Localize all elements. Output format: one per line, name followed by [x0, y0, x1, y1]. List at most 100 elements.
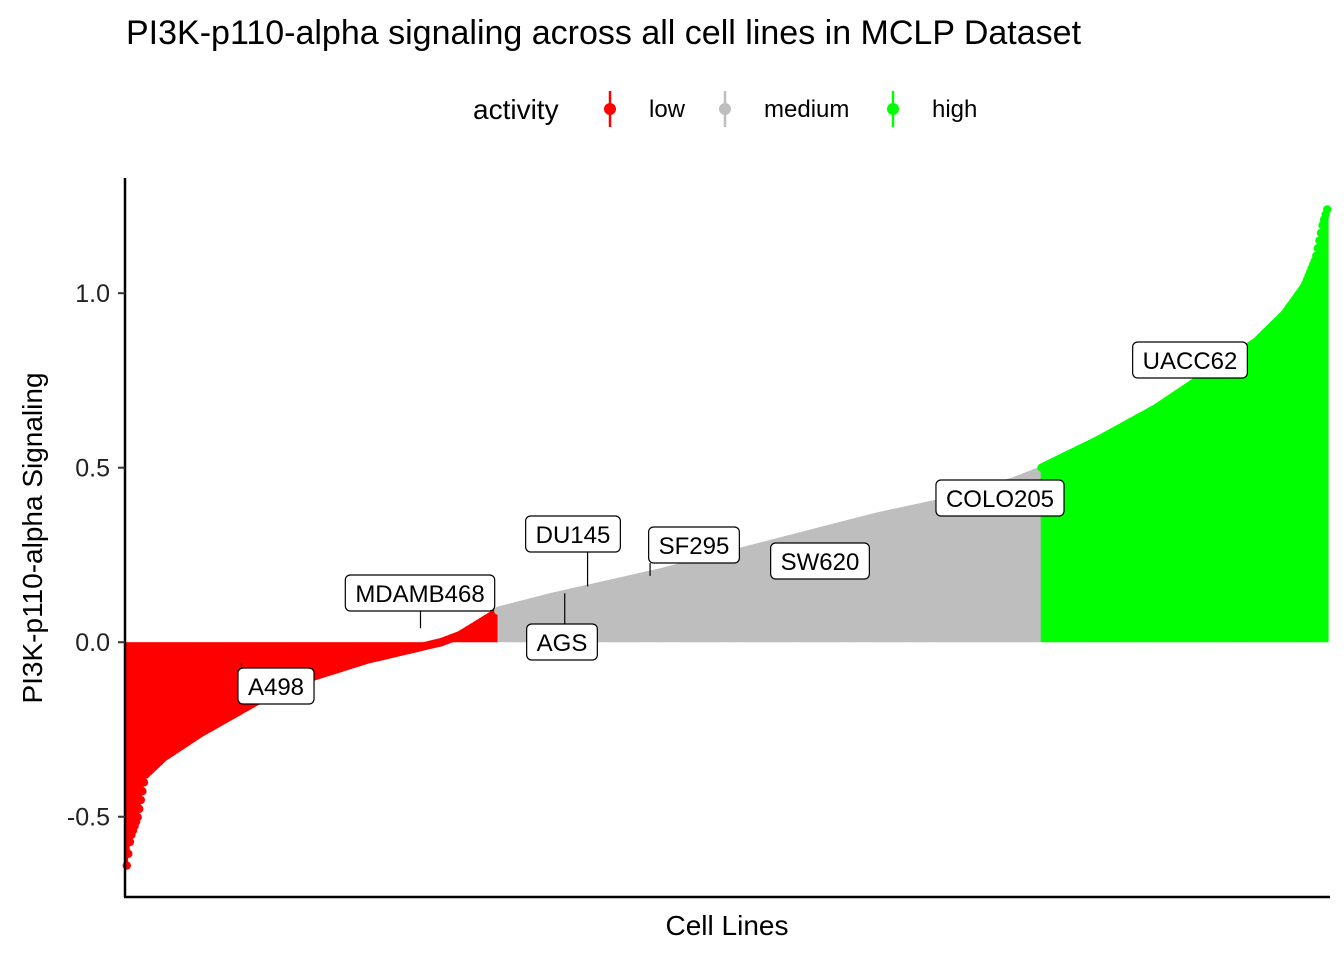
bar-medium [939, 503, 942, 643]
bar-medium [1001, 485, 1004, 643]
bar-high [1065, 455, 1068, 643]
bar-low [280, 642, 283, 691]
bar-high [1301, 289, 1304, 643]
bar-medium [628, 579, 631, 643]
bar-low [211, 642, 215, 727]
bar-medium [663, 571, 666, 643]
bar-high [1059, 458, 1062, 643]
bar-low [216, 642, 219, 724]
bar-high [1260, 336, 1264, 643]
bar-medium [1006, 483, 1009, 643]
bar-medium [873, 517, 876, 643]
bar-medium [581, 590, 584, 643]
bar-medium [588, 588, 591, 643]
bar-medium [650, 574, 653, 643]
bar-medium [672, 569, 675, 643]
bar-medium [645, 575, 648, 643]
bar-medium [1031, 474, 1034, 643]
bar-low [324, 642, 327, 673]
callout-mdamb468: MDAMB468 [344, 574, 496, 629]
bar-medium [917, 507, 920, 643]
bar-medium [589, 588, 592, 643]
bar-low [353, 642, 357, 664]
bar-high [1267, 330, 1270, 643]
bar-high [1087, 444, 1090, 643]
callouts: A498 MDAMB468 AGS DU145 SF295 SW620 COLO205 UAC… [237, 341, 1248, 705]
bar-medium [786, 539, 789, 643]
bar-medium [1032, 473, 1036, 643]
bar-high [1047, 464, 1050, 643]
bar-medium [608, 584, 611, 643]
bar-low [327, 642, 330, 672]
bar-high [1106, 435, 1109, 643]
bar-medium [784, 540, 787, 643]
bar-medium [912, 508, 915, 643]
bar-high [1201, 377, 1204, 643]
bar-medium [961, 498, 964, 643]
bar-low [483, 620, 486, 643]
callout-box [344, 574, 496, 612]
bar-low [332, 642, 335, 671]
plot-area: A498 MDAMB468 AGS DU145 SF295 SW620 COLO205 UAC… [67, 178, 1332, 899]
bar-low [158, 642, 161, 762]
bar-medium [872, 517, 875, 643]
bar-medium [869, 518, 872, 643]
bar-medium [825, 529, 828, 643]
bar-low [166, 642, 169, 756]
bar-high [1323, 219, 1326, 643]
bar-high [1243, 349, 1246, 643]
bar-medium [789, 539, 792, 643]
bar-low [171, 642, 174, 752]
bar-medium [986, 490, 989, 643]
bar-medium [959, 498, 962, 643]
bar-medium [598, 586, 602, 643]
bar-medium [1000, 485, 1003, 643]
bar-low [485, 619, 488, 643]
bar-medium [684, 566, 688, 643]
bar-high [1096, 440, 1100, 643]
bar-medium [675, 568, 678, 643]
bar-high [1264, 333, 1267, 643]
bar-medium [981, 491, 984, 643]
bar-medium [731, 553, 734, 643]
bar-medium [914, 508, 917, 643]
bar-high [1235, 354, 1239, 643]
bar-medium [956, 499, 959, 643]
bar-low [385, 642, 388, 656]
bar-medium [616, 582, 619, 643]
bar-medium [733, 553, 736, 643]
y-tick-label: -0.5 [67, 804, 110, 832]
bar-high [1061, 457, 1064, 643]
bar-low [357, 642, 360, 663]
bar-medium [794, 537, 797, 643]
bar-low [350, 642, 353, 665]
bar-medium [954, 499, 958, 643]
bar-medium [814, 532, 817, 643]
legend-key-point [604, 103, 616, 115]
callout-box [770, 542, 870, 580]
bar-medium [1034, 472, 1037, 643]
bar-medium [826, 529, 830, 643]
bar-medium [919, 507, 922, 643]
bar-medium [806, 534, 809, 643]
x-axis-label: Cell Lines [666, 910, 789, 941]
bar-medium [989, 489, 992, 643]
bar-high [1076, 450, 1079, 643]
bar-medium [968, 495, 972, 643]
bar-low [146, 642, 149, 774]
bar-medium [970, 495, 973, 643]
bar-low [136, 642, 140, 818]
bar-medium [725, 555, 728, 643]
bar-medium [531, 601, 535, 643]
bar-medium [661, 572, 664, 643]
bar-medium [499, 610, 502, 643]
bar-high [1276, 321, 1279, 643]
bar-medium [762, 545, 766, 643]
bar-medium [925, 506, 928, 643]
bar-low [168, 642, 171, 754]
bar-medium [639, 577, 642, 643]
bar-low [396, 642, 399, 653]
bar-medium [898, 511, 901, 643]
bar-medium [694, 563, 697, 643]
bar-low [307, 642, 310, 679]
